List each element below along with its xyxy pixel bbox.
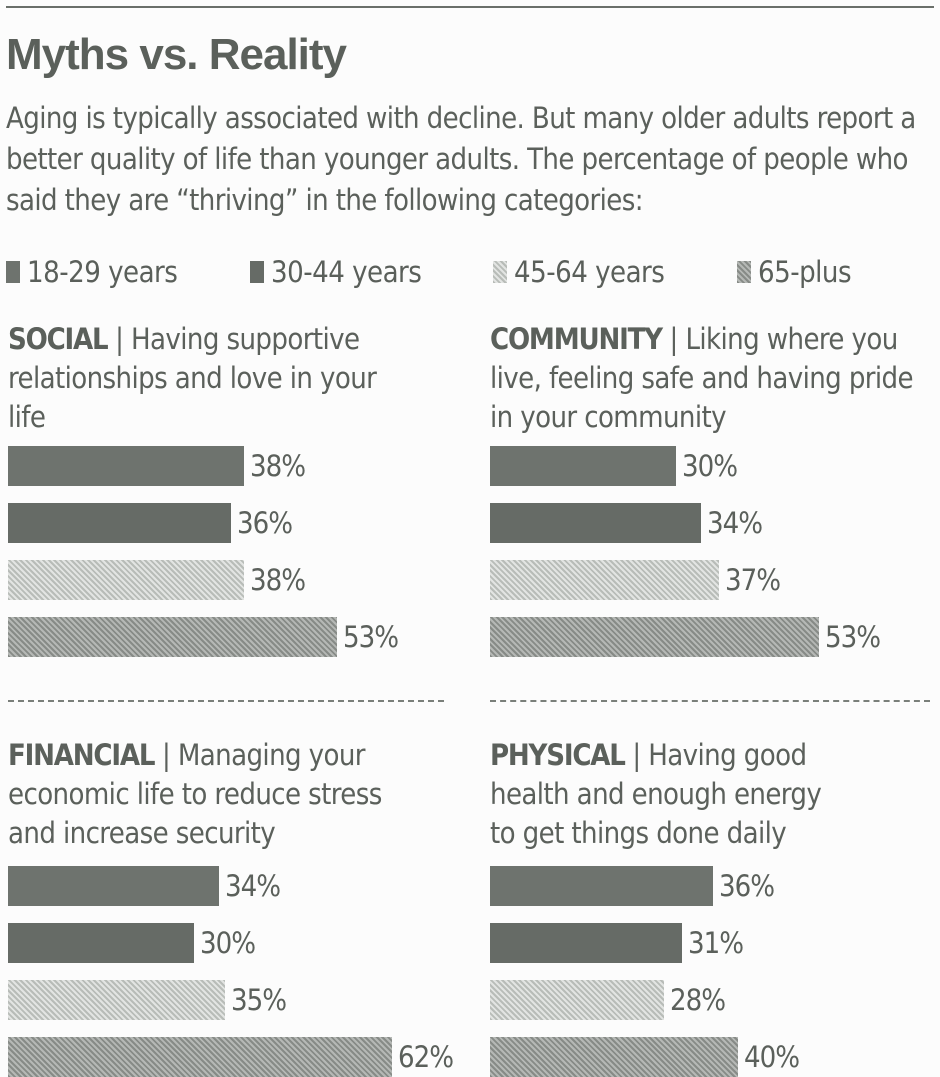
bar-row-65-plus: 62% [8,1037,454,1077]
legend-label-18-29: 18-29 years [27,255,178,289]
bar-18-29 [490,866,713,906]
bar-row-45-64: 38% [8,560,306,600]
bar-30-44 [8,923,194,963]
panel-financial: FINANCIAL | Managing your economic life … [8,736,454,1077]
panel-community: COMMUNITY | Liking where you live, feeli… [490,320,930,657]
bar-45-64 [490,560,719,600]
bar-row-18-29: 36% [490,866,775,906]
bar-value-label: 53% [825,620,881,654]
legend: 18-29 years 30-44 years 45-64 years 65-p… [6,255,926,291]
bar-value-label: 38% [250,449,306,483]
panel-title: COMMUNITY [490,322,663,356]
legend-label-45-64: 45-64 years [514,255,665,289]
bar-value-label: 34% [225,869,281,903]
bar-row-45-64: 35% [8,980,287,1020]
bar-30-44 [490,503,701,543]
legend-item-65-plus: 65-plus [737,255,852,289]
bar-value-label: 37% [725,563,781,597]
legend-swatch-18-29 [6,261,20,283]
bar-65-plus [490,1037,738,1077]
legend-label-30-44: 30-44 years [271,255,422,289]
bar-value-label: 38% [250,563,306,597]
bar-30-44 [8,503,231,543]
bar-row-45-64: 28% [490,980,726,1020]
bar-45-64 [8,980,225,1020]
legend-swatch-45-64 [493,261,507,283]
divider-right [490,700,930,702]
divider-left [8,700,444,702]
bar-45-64 [490,980,664,1020]
legend-swatch-30-44 [250,261,264,283]
bar-row-65-plus: 40% [490,1037,800,1077]
bar-65-plus [8,1037,392,1077]
legend-item-18-29: 18-29 years [6,255,178,289]
bar-18-29 [8,866,219,906]
bar-row-65-plus: 53% [490,617,881,657]
page-title: Myths vs. Reality [6,30,347,79]
bar-row-30-44: 34% [490,503,763,543]
legend-item-45-64: 45-64 years [493,255,665,289]
bar-row-18-29: 34% [8,866,281,906]
bar-value-label: 35% [231,983,287,1017]
panel-title: FINANCIAL [8,738,155,772]
panel-header: FINANCIAL | Managing your economic life … [8,738,382,850]
panel-subtitle: Having good health and enough energy to … [490,738,822,850]
legend-label-65-plus: 65-plus [758,255,852,289]
bar-value-label: 40% [744,1040,800,1074]
bar-row-30-44: 30% [8,923,256,963]
bar-45-64 [8,560,244,600]
bar-value-label: 34% [707,506,763,540]
bar-value-label: 30% [682,449,738,483]
bar-value-label: 36% [719,869,775,903]
bar-value-label: 28% [670,983,726,1017]
legend-item-30-44: 30-44 years [250,255,422,289]
bar-row-18-29: 38% [8,446,306,486]
panel-header: SOCIAL | Having supportive relationships… [8,322,377,434]
intro-text: Aging is typically associated with decli… [6,101,916,217]
bar-30-44 [490,923,682,963]
bar-value-label: 36% [237,506,293,540]
legend-swatch-65-plus [737,261,751,283]
panel-subtitle: Having supportive relationships and love… [8,322,377,434]
bar-row-18-29: 30% [490,446,738,486]
panel-header: COMMUNITY | Liking where you live, feeli… [490,322,914,434]
panel-header: PHYSICAL | Having good health and enough… [490,738,822,850]
bar-row-65-plus: 53% [8,617,399,657]
bar-18-29 [8,446,244,486]
panel-physical: PHYSICAL | Having good health and enough… [490,736,930,1077]
bar-row-30-44: 36% [8,503,293,543]
bar-value-label: 53% [343,620,399,654]
bar-value-label: 62% [398,1040,454,1074]
panel-subtitle: Liking where you live, feeling safe and … [490,322,914,434]
panel-title: SOCIAL [8,322,109,356]
panel-title: PHYSICAL [490,738,626,772]
bar-value-label: 31% [688,926,744,960]
panel-subtitle: Managing your economic life to reduce st… [8,738,382,850]
bar-18-29 [490,446,676,486]
bar-row-30-44: 31% [490,923,744,963]
top-rule [6,6,934,8]
bar-value-label: 30% [200,926,256,960]
bar-65-plus [490,617,819,657]
bar-65-plus [8,617,337,657]
bar-row-45-64: 37% [490,560,781,600]
panel-social: SOCIAL | Having supportive relationships… [8,320,448,657]
